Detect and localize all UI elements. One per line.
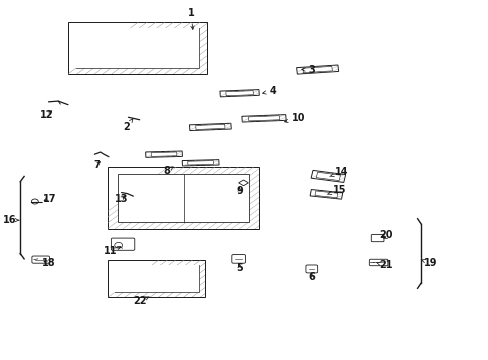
Polygon shape	[182, 159, 219, 166]
Polygon shape	[310, 170, 345, 183]
FancyBboxPatch shape	[370, 234, 383, 242]
FancyBboxPatch shape	[231, 255, 245, 263]
FancyBboxPatch shape	[305, 265, 317, 273]
Polygon shape	[187, 161, 213, 165]
Polygon shape	[302, 66, 332, 73]
Text: 3: 3	[301, 64, 315, 75]
Polygon shape	[75, 28, 199, 68]
Polygon shape	[296, 65, 338, 74]
Text: 9: 9	[236, 186, 243, 196]
Text: 21: 21	[376, 260, 392, 270]
Text: 18: 18	[41, 258, 55, 268]
Polygon shape	[242, 114, 285, 122]
Text: 5: 5	[236, 263, 243, 273]
Polygon shape	[145, 151, 182, 157]
Polygon shape	[238, 180, 248, 186]
Polygon shape	[118, 174, 249, 222]
Text: 6: 6	[308, 272, 315, 282]
Polygon shape	[115, 265, 198, 292]
Text: 2: 2	[123, 119, 133, 132]
Text: 12: 12	[40, 111, 54, 121]
Text: 13: 13	[115, 194, 128, 204]
Polygon shape	[195, 124, 224, 130]
FancyBboxPatch shape	[111, 238, 135, 250]
Text: 10: 10	[284, 113, 305, 123]
Text: 8: 8	[163, 166, 173, 176]
Polygon shape	[108, 260, 205, 297]
Text: 7: 7	[94, 159, 101, 170]
Polygon shape	[68, 22, 206, 74]
FancyBboxPatch shape	[32, 256, 49, 263]
Polygon shape	[220, 90, 259, 97]
Text: 1: 1	[187, 8, 194, 30]
Text: 16: 16	[3, 215, 19, 225]
Polygon shape	[189, 123, 231, 131]
Polygon shape	[248, 116, 279, 121]
Text: 14: 14	[329, 167, 348, 177]
Text: 15: 15	[327, 185, 346, 195]
Polygon shape	[75, 28, 199, 68]
Polygon shape	[115, 265, 198, 292]
Text: 19: 19	[420, 258, 437, 268]
Text: 11: 11	[103, 246, 121, 256]
Text: 22: 22	[133, 296, 149, 306]
Polygon shape	[309, 189, 342, 199]
Polygon shape	[151, 152, 177, 156]
Polygon shape	[316, 172, 340, 181]
Polygon shape	[108, 167, 259, 229]
FancyBboxPatch shape	[368, 259, 387, 266]
Polygon shape	[225, 91, 253, 96]
Text: 20: 20	[378, 230, 392, 239]
Polygon shape	[314, 191, 337, 198]
Text: 17: 17	[42, 194, 56, 204]
Text: 4: 4	[262, 86, 276, 96]
